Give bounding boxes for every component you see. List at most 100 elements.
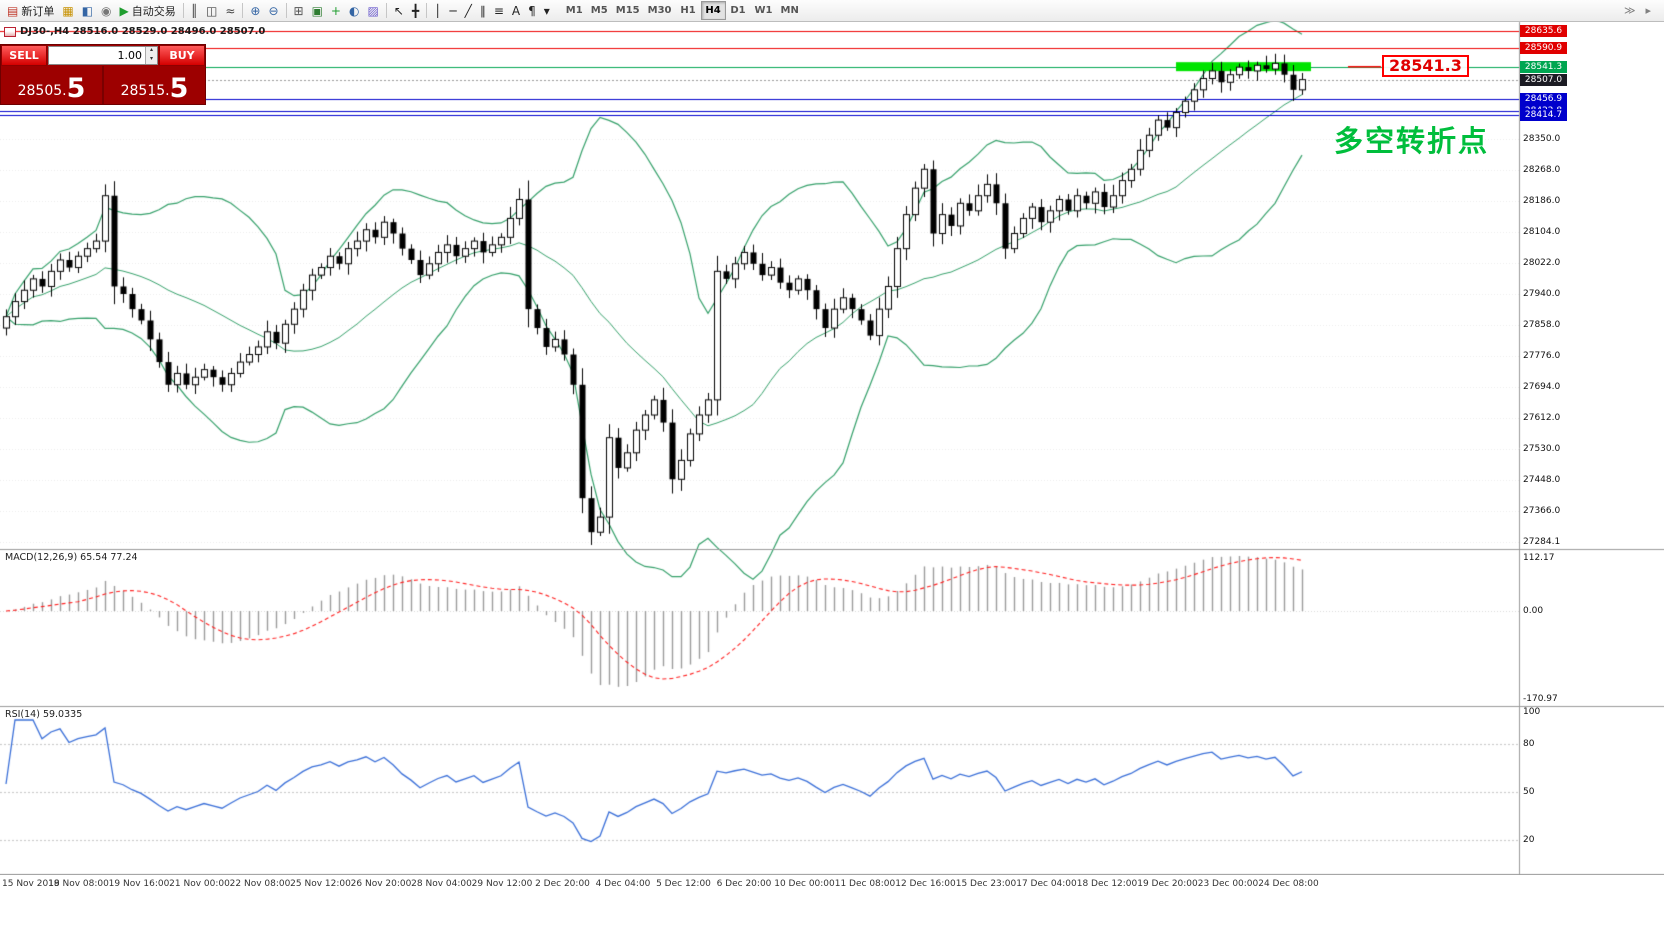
toolbar-separator bbox=[242, 3, 244, 18]
timeframe-m5-button[interactable]: M5 bbox=[587, 1, 612, 20]
symbol-ohlc-text: DJ30-,H4 28516.0 28529.0 28496.0 28507.0 bbox=[20, 26, 266, 37]
indicators-button[interactable]: + bbox=[327, 1, 345, 20]
price-tick: 28268.0 bbox=[1523, 165, 1561, 175]
data-window-button[interactable]: ◧ bbox=[78, 1, 97, 20]
price-tag: 28541.3 bbox=[1520, 60, 1567, 73]
toolbar-buttons: ▤ 新订单 ▦ ◧ ◉ ▶ 自动交易 ║ ◫ ≈ ⊕ ⊖ ⊞ ▣ + ◐ ▨ ↖ ╋ │ ─ ╱ ∥ ≡ A ¶ ▾ bbox=[3, 1, 554, 20]
horizontal-line-icon: ─ bbox=[449, 3, 457, 18]
tile-windows-icon: ⊞ bbox=[293, 3, 304, 18]
trendline-button[interactable]: ╱ bbox=[461, 1, 476, 20]
bar-chart-button[interactable]: ║ bbox=[187, 1, 202, 20]
zoom-in-button[interactable]: ⊕ bbox=[246, 1, 264, 20]
market-watch-button[interactable]: ▦ bbox=[58, 1, 77, 20]
price-tick: 27694.0 bbox=[1523, 382, 1561, 393]
vertical-line-button[interactable]: │ bbox=[430, 1, 445, 20]
tile-windows-button[interactable]: ⊞ bbox=[290, 1, 308, 20]
toolbar-separator bbox=[426, 3, 428, 18]
time-label: 18 Nov 08:00 bbox=[48, 879, 109, 889]
timeframe-m15-button[interactable]: M15 bbox=[612, 1, 644, 20]
navigator-button[interactable]: ◉ bbox=[97, 1, 115, 20]
price-tag: 28414.7 bbox=[1520, 108, 1567, 121]
macd-label: MACD(12,26,9) 65.54 77.24 bbox=[5, 552, 138, 563]
horizontal-line-button[interactable]: ─ bbox=[445, 1, 460, 20]
chart-shift-icon[interactable]: ≫ bbox=[1623, 4, 1636, 17]
timeframe-w1-button[interactable]: W1 bbox=[751, 1, 777, 20]
sell-price[interactable]: 28505. 5 bbox=[1, 66, 102, 104]
time-label: 24 Dec 08:00 bbox=[1258, 879, 1319, 889]
timeframe-mn-button[interactable]: MN bbox=[777, 1, 803, 20]
time-label: 22 Nov 08:00 bbox=[229, 879, 291, 889]
auto-trading-label: 自动交易 bbox=[131, 4, 176, 18]
cursor-button[interactable]: ↖ bbox=[390, 1, 408, 20]
time-label: 25 Nov 12:00 bbox=[290, 879, 351, 889]
line-chart-button[interactable]: ≈ bbox=[221, 1, 239, 20]
auto-trading-button[interactable]: ▶ 自动交易 bbox=[116, 1, 180, 20]
cursor-icon: ↖ bbox=[393, 3, 404, 18]
new-order-icon: ▤ bbox=[7, 3, 19, 18]
trade-panel-prices: 28505. 5 28515. 5 bbox=[1, 66, 205, 104]
periods-button[interactable]: ◐ bbox=[345, 1, 363, 20]
rsi-axis-value: 100 bbox=[1523, 707, 1541, 717]
rsi-axis-value: 50 bbox=[1523, 787, 1535, 797]
buy-button[interactable]: BUY bbox=[159, 45, 205, 66]
price-callout[interactable]: 28541.3 bbox=[1382, 55, 1469, 77]
text-icon: A bbox=[511, 3, 521, 18]
macd-axis-value: -170.97 bbox=[1523, 694, 1558, 704]
toolbar-separator bbox=[285, 3, 287, 18]
timeframe-m30-button[interactable]: M30 bbox=[644, 1, 676, 20]
text-button[interactable]: A bbox=[508, 1, 524, 20]
time-label: 11 Dec 08:00 bbox=[834, 879, 896, 889]
new-chart-button[interactable]: ▣ bbox=[308, 1, 327, 20]
zoom-out-icon: ⊖ bbox=[268, 3, 279, 18]
time-label: 18 Dec 12:00 bbox=[1076, 879, 1138, 889]
templates-button[interactable]: ▨ bbox=[363, 1, 382, 20]
price-tick: 27530.0 bbox=[1523, 444, 1561, 455]
timeframe-d1-button[interactable]: D1 bbox=[726, 1, 751, 20]
price-tick: 27284.1 bbox=[1523, 537, 1561, 548]
channel-button[interactable]: ∥ bbox=[476, 1, 490, 20]
time-axis[interactable]: 15 Nov 2019 18 Nov 08:00 19 Nov 16:00 21 No… bbox=[0, 875, 1664, 895]
price-tag: 28590.9 bbox=[1520, 41, 1567, 54]
time-label: 12 Dec 16:00 bbox=[895, 879, 956, 889]
trade-panel-top: SELL 1.00 ▴ ▾ BUY bbox=[1, 45, 205, 66]
indicators-icon: + bbox=[330, 3, 341, 18]
crosshair-icon: ╋ bbox=[411, 3, 420, 18]
time-label: 5 Dec 12:00 bbox=[656, 879, 711, 889]
price-tick: 28104.0 bbox=[1523, 227, 1561, 237]
rsi-label: RSI(14) 59.0335 bbox=[5, 709, 83, 720]
time-label: 26 Nov 20:00 bbox=[350, 879, 412, 889]
price-tag: 28507.0 bbox=[1520, 73, 1567, 86]
volume-down-icon[interactable]: ▾ bbox=[146, 55, 157, 64]
macd-axis-value: 0.00 bbox=[1523, 606, 1544, 616]
auto-scroll-icon[interactable]: ▸ bbox=[1645, 4, 1651, 17]
macd-axis-value: 112.17 bbox=[1523, 553, 1555, 563]
bar-chart-icon: ║ bbox=[190, 3, 198, 18]
timeframe-h1-button[interactable]: H1 bbox=[676, 1, 701, 20]
timeframe-m1-button[interactable]: M1 bbox=[562, 1, 587, 20]
new-chart-icon: ▣ bbox=[311, 3, 323, 18]
volume-up-icon[interactable]: ▴ bbox=[146, 47, 157, 56]
sell-button[interactable]: SELL bbox=[1, 45, 47, 66]
zoom-out-button[interactable]: ⊖ bbox=[264, 1, 282, 20]
time-label: 19 Dec 20:00 bbox=[1137, 879, 1198, 889]
arrows-button[interactable]: ▾ bbox=[540, 1, 554, 20]
time-label: 4 Dec 04:00 bbox=[595, 879, 651, 889]
buy-price[interactable]: 28515. 5 bbox=[102, 66, 205, 104]
candlestick-chart-button[interactable]: ◫ bbox=[202, 1, 221, 20]
volume-field[interactable]: 1.00 ▴ ▾ bbox=[48, 46, 158, 65]
fibonacci-button[interactable]: ≡ bbox=[490, 1, 508, 20]
toolbar-separator bbox=[385, 3, 387, 18]
new-order-button[interactable]: ▤ 新订单 bbox=[3, 1, 58, 20]
sell-price-big-digit: 5 bbox=[66, 73, 86, 104]
volume-value[interactable]: 1.00 bbox=[117, 49, 143, 62]
price-tick: 28186.0 bbox=[1523, 196, 1561, 206]
volume-spinner[interactable]: ▴ ▾ bbox=[145, 47, 157, 64]
data-window-icon: ◧ bbox=[81, 3, 94, 18]
price-tick: 27612.0 bbox=[1523, 413, 1561, 424]
sell-price-main: 28505. bbox=[17, 83, 67, 99]
new-order-label: 新订单 bbox=[21, 4, 55, 18]
timeframe-h4-button[interactable]: H4 bbox=[700, 1, 726, 20]
label-button[interactable]: ¶ bbox=[524, 1, 540, 20]
crosshair-button[interactable]: ╋ bbox=[408, 1, 423, 20]
